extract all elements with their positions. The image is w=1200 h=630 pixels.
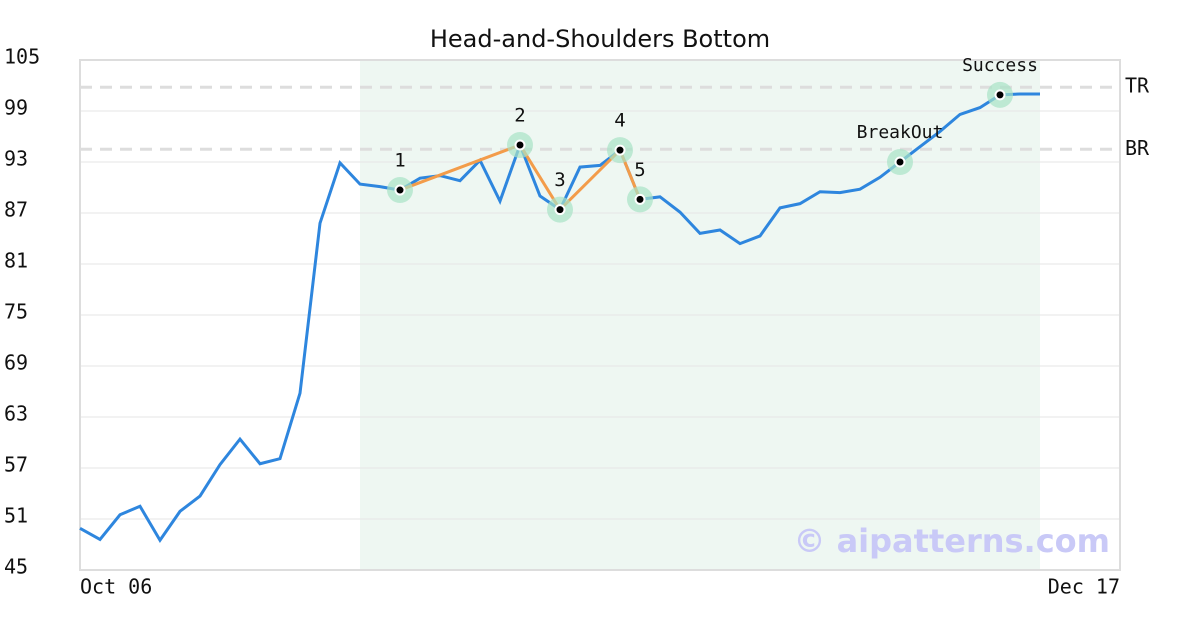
point-label: 2: [514, 105, 525, 127]
y-tick-label: 99: [4, 96, 28, 120]
y-tick-label: 105: [4, 45, 40, 69]
watermark: © aipatterns.com: [793, 522, 1110, 560]
y-tick-label: 57: [4, 453, 28, 477]
point-marker: [514, 139, 526, 151]
point-label: 1: [394, 150, 405, 172]
point-marker: [554, 204, 566, 216]
point-label: BreakOut: [857, 122, 944, 143]
point-label: 4: [614, 110, 625, 132]
point-marker: [394, 184, 406, 196]
plot-frame: [79, 59, 1121, 571]
x-tick-label: Oct 06: [80, 575, 152, 599]
point-label: Success: [962, 55, 1038, 76]
y-tick-label: 81: [4, 249, 28, 273]
y-tick-label: 51: [4, 504, 28, 528]
y-tick-label: 63: [4, 402, 28, 426]
point-marker: [894, 156, 906, 168]
y-tick-label: 75: [4, 300, 28, 324]
point-marker: [614, 144, 626, 156]
x-tick-label: Dec 17: [1048, 575, 1120, 599]
y-tick-label: 45: [4, 555, 28, 579]
point-marker: [994, 89, 1006, 101]
point-label: 5: [634, 159, 645, 181]
chart-title: Head-and-Shoulders Bottom: [430, 25, 770, 53]
point-label: 3: [554, 169, 565, 191]
y-tick-label: 69: [4, 351, 28, 375]
level-label: TR: [1125, 74, 1150, 98]
point-marker: [634, 193, 646, 205]
y-tick-label: 93: [4, 147, 28, 171]
level-label: BR: [1125, 136, 1150, 160]
y-tick-label: 87: [4, 198, 28, 222]
